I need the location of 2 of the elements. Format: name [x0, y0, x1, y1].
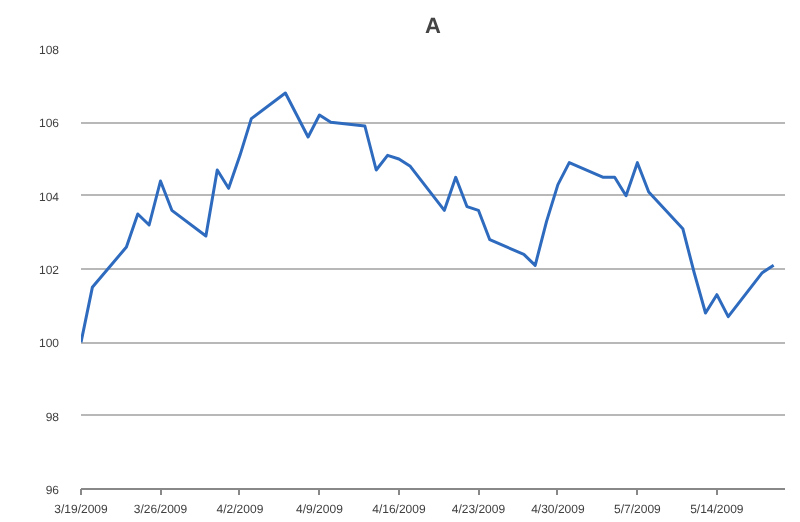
line-series	[81, 91, 776, 344]
chart-title: A	[425, 15, 442, 39]
